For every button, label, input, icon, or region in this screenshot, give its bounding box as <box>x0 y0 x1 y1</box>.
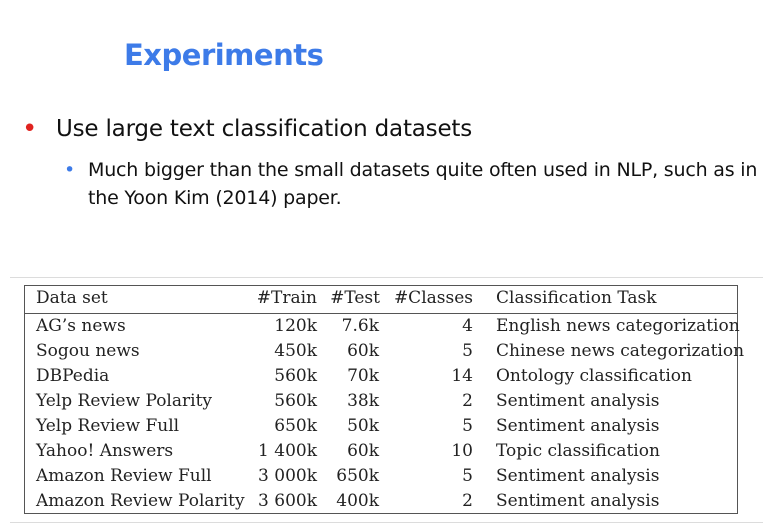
cell-classes: 10 <box>451 441 473 461</box>
cell-train: 560k <box>274 366 317 386</box>
cell-test: 50k <box>347 416 379 436</box>
cell-train: 120k <box>274 316 317 336</box>
cell-classes: 5 <box>462 466 473 486</box>
cell-test: 400k <box>336 491 379 511</box>
cell-task: Sentiment analysis <box>496 466 660 486</box>
cell-train: 560k <box>274 391 317 411</box>
cell-test: 7.6k <box>341 316 379 336</box>
red-bullet-icon: • <box>22 114 38 144</box>
cell-task: Sentiment analysis <box>496 491 660 511</box>
table-row: Sogou news 450k 60k 5 Chinese news categ… <box>25 339 744 364</box>
cell-task: Sentiment analysis <box>496 416 660 436</box>
cell-train: 3 000k <box>258 466 317 486</box>
cell-train: 1 400k <box>258 441 317 461</box>
cell-task: Chinese news categorization <box>496 341 745 361</box>
table-row: Yelp Review Full 650k 50k 5 Sentiment an… <box>25 414 737 439</box>
cell-dataset: Yelp Review Polarity <box>36 391 213 411</box>
cell-classes: 2 <box>462 491 473 511</box>
blue-bullet-icon: • <box>64 159 76 181</box>
cell-test: 650k <box>336 466 379 486</box>
divider-bottom <box>10 522 763 523</box>
dataset-table: Data set #Train #Test #Classes Classific… <box>24 285 744 514</box>
divider-top <box>10 277 763 278</box>
cell-classes: 14 <box>451 366 473 386</box>
cell-dataset: Amazon Review Polarity <box>36 491 245 511</box>
cell-test: 60k <box>347 341 379 361</box>
header-dataset: Data set <box>36 288 108 308</box>
cell-dataset: AG’s news <box>36 316 126 336</box>
cell-task: Sentiment analysis <box>496 391 660 411</box>
bullet-level1-text: Use large text classification datasets <box>56 116 473 142</box>
cell-classes: 5 <box>462 416 473 436</box>
cell-train: 3 600k <box>258 491 317 511</box>
cell-dataset: Yelp Review Full <box>36 416 180 436</box>
table-row: Amazon Review Polarity 3 600k 400k 2 Sen… <box>25 489 737 514</box>
cell-task: English news categorization <box>496 316 740 336</box>
header-train: #Train <box>256 288 317 308</box>
cell-task: Topic classification <box>496 441 660 461</box>
cell-test: 38k <box>347 391 379 411</box>
cell-dataset: Amazon Review Full <box>36 466 212 486</box>
header-test: #Test <box>330 288 380 308</box>
table-row: Yelp Review Polarity 560k 38k 2 Sentimen… <box>25 389 737 414</box>
cell-dataset: DBPedia <box>36 366 110 386</box>
cell-classes: 5 <box>462 341 473 361</box>
header-task: Classification Task <box>496 288 657 308</box>
table-row: Amazon Review Full 3 000k 650k 5 Sentime… <box>25 464 737 489</box>
header-classes: #Classes <box>393 288 473 308</box>
cell-train: 450k <box>274 341 317 361</box>
table-row: DBPedia 560k 70k 14 Ontology classificat… <box>25 364 737 389</box>
cell-task: Ontology classification <box>496 366 692 386</box>
cell-dataset: Yahoo! Answers <box>36 441 174 461</box>
table-row: AG’s news 120k 7.6k 4 English news categ… <box>25 314 740 339</box>
table-header: Data set #Train #Test #Classes Classific… <box>25 286 737 314</box>
slide-title: Experiments <box>124 38 324 72</box>
bullet-level2-text: Much bigger than the small datasets quit… <box>88 159 758 209</box>
cell-train: 650k <box>274 416 317 436</box>
cell-classes: 2 <box>462 391 473 411</box>
cell-classes: 4 <box>462 316 473 336</box>
cell-dataset: Sogou news <box>36 341 140 361</box>
cell-test: 60k <box>347 441 379 461</box>
table-row: Yahoo! Answers 1 400k 60k 10 Topic class… <box>25 439 737 464</box>
cell-test: 70k <box>347 366 379 386</box>
